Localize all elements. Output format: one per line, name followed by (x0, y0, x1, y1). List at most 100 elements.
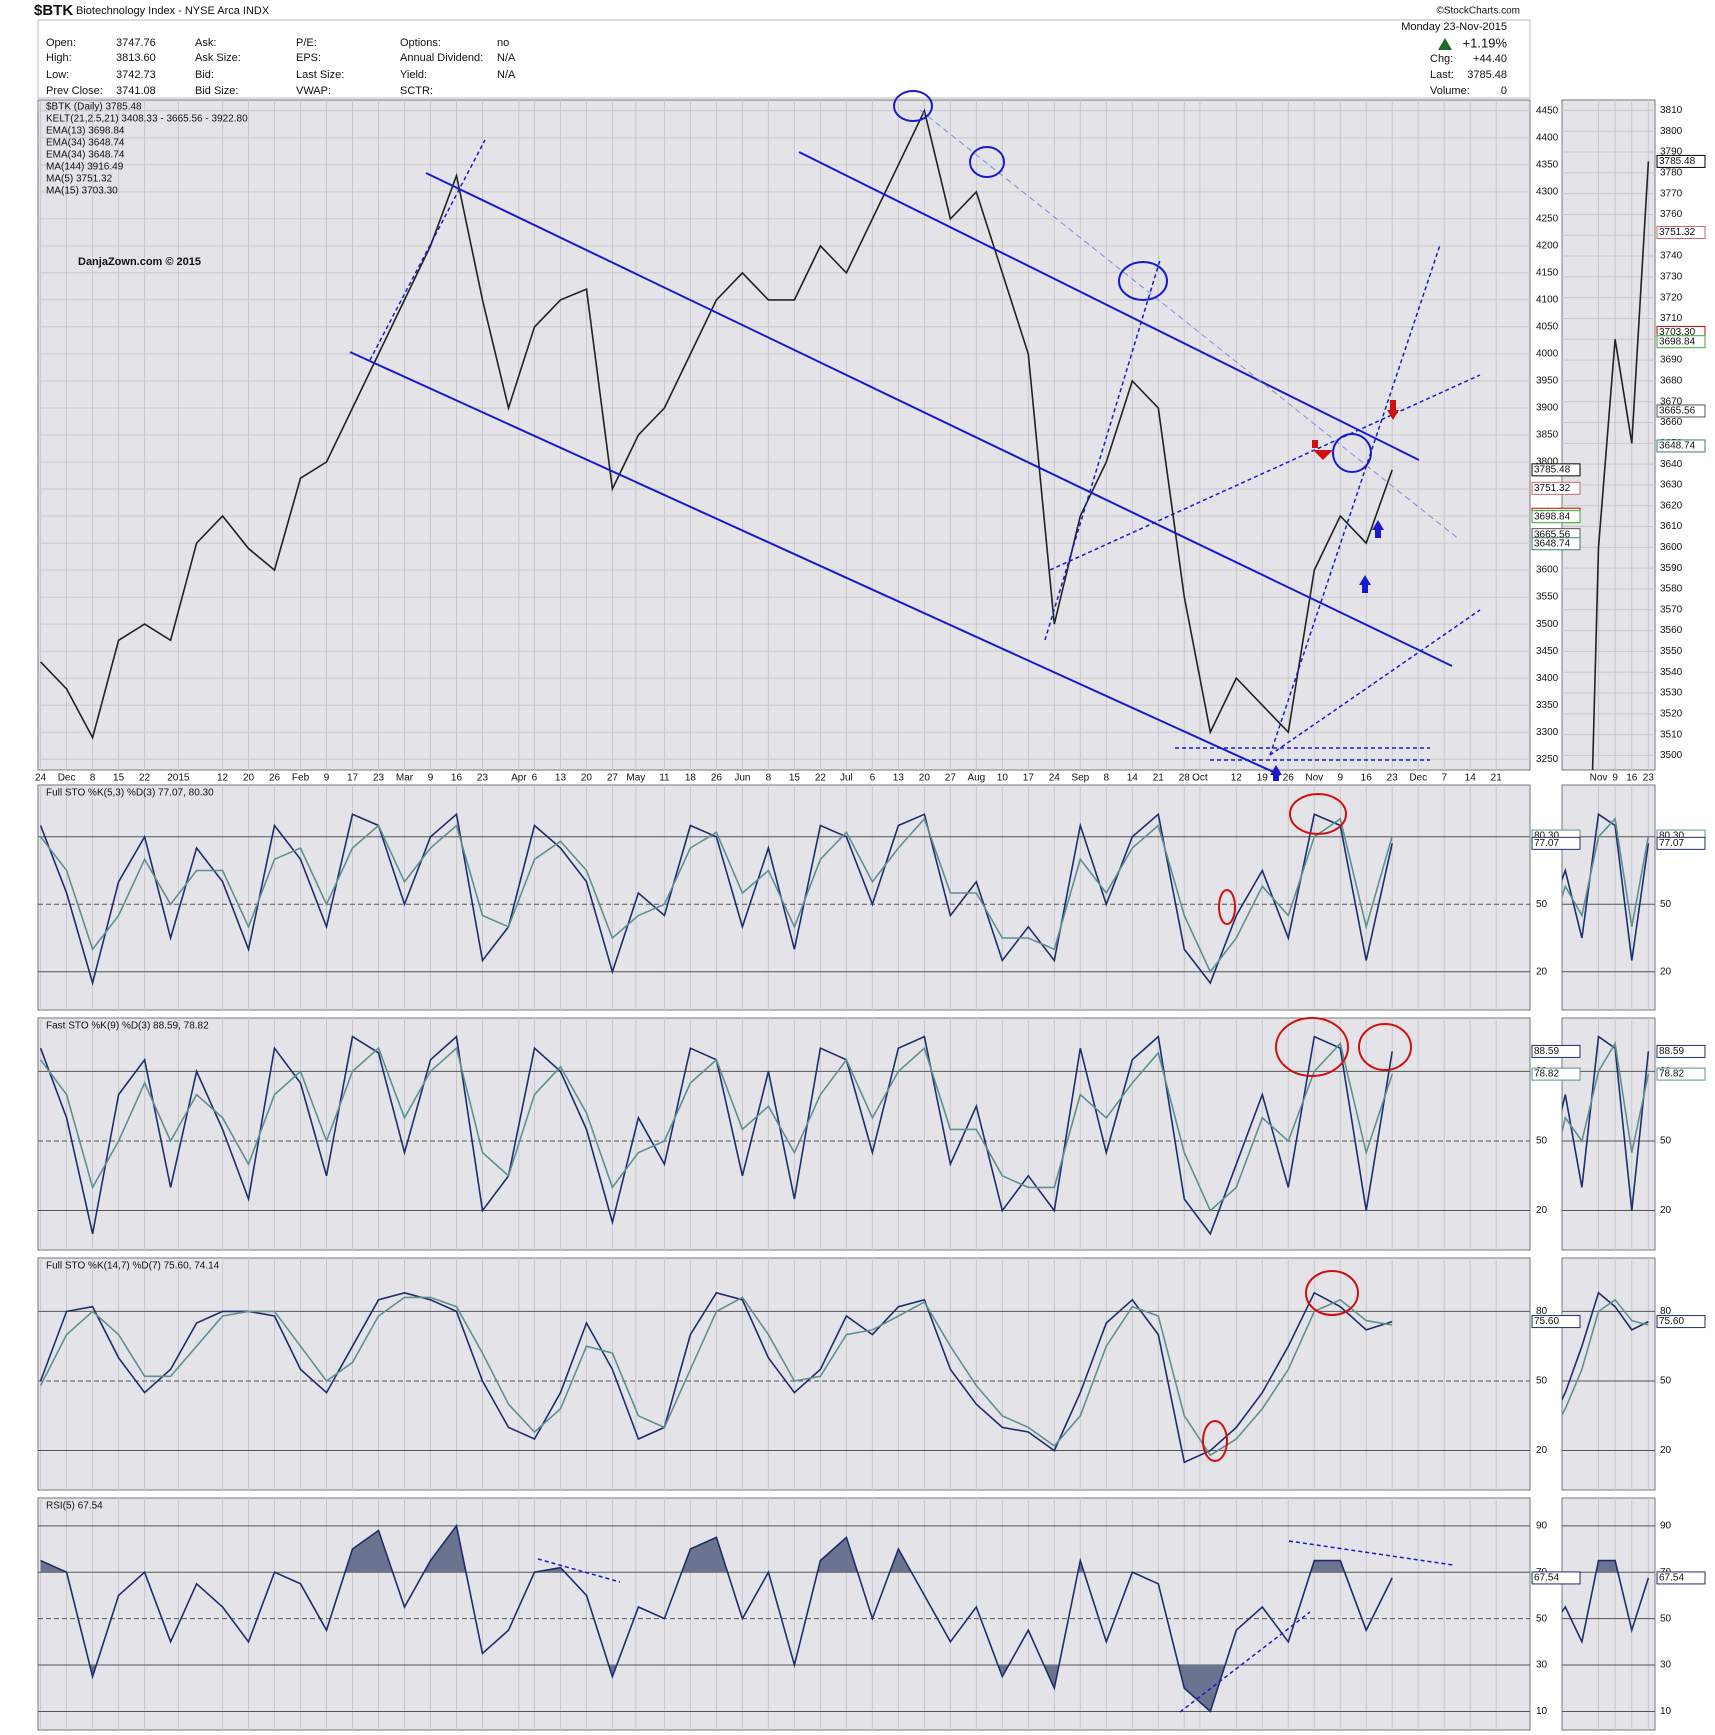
value-marker-label: 75.60 (1534, 1316, 1559, 1327)
value-marker-label: 78.82 (1534, 1069, 1559, 1080)
trend-line (349, 351, 1281, 776)
x-tick-label: 8 (766, 773, 772, 784)
rsi-shade (40, 1525, 1345, 1573)
highlight-circle (893, 90, 933, 122)
zoom-panel-background (1561, 784, 1656, 1011)
field-label: Ask: (195, 37, 216, 49)
signal-arrow (1270, 765, 1282, 781)
field-value: 3785.48 (1467, 69, 1507, 81)
trend-line (1044, 259, 1161, 641)
value-marker-box (1531, 1044, 1581, 1058)
x-tick-label: Nov (1590, 773, 1608, 784)
y-tick-label: 3760 (1660, 209, 1683, 220)
highlight-circle (1332, 433, 1372, 473)
y-tick-label: 3450 (1536, 646, 1559, 657)
field-value: 3747.76 (116, 37, 156, 49)
y-tick-label: 3350 (1536, 700, 1559, 711)
y-tick-label: 3400 (1536, 673, 1559, 684)
y-tick-label: 3680 (1660, 376, 1683, 387)
series-line (39, 812, 1393, 987)
y-tick-label: 3300 (1536, 727, 1559, 738)
value-marker-box (1656, 1067, 1706, 1081)
up-arrow (1438, 38, 1452, 50)
series-line (40, 108, 1393, 740)
value-marker-box (1656, 1315, 1706, 1329)
y-tick-label: 3740 (1660, 251, 1683, 262)
field-label: Ask Size: (195, 52, 241, 64)
zoom-panel-background (1561, 99, 1656, 771)
value-marker-label: 3665.56 (1659, 406, 1696, 417)
trend-line (1269, 244, 1441, 756)
x-tick-label: Mar (396, 773, 414, 784)
value-marker-box (1656, 226, 1706, 240)
field-value: no (497, 37, 509, 49)
x-tick-label: 15 (113, 773, 125, 784)
x-tick-label: 9 (1612, 773, 1618, 784)
quote-date: Monday 23-Nov-2015 (1401, 21, 1507, 33)
x-tick-label: 26 (711, 773, 723, 784)
change-percent: +1.19% (1463, 35, 1508, 50)
field-label: Options: (400, 37, 441, 49)
field-label: Annual Dividend: (400, 52, 483, 64)
value-marker-label: 3665.56 (1534, 529, 1571, 540)
y-tick-label: 3720 (1660, 292, 1683, 303)
value-marker-box (1656, 335, 1706, 349)
x-tick-label: 19 (1257, 773, 1269, 784)
x-tick-label: 20 (243, 773, 255, 784)
x-tick-label: Nov (1305, 773, 1323, 784)
x-tick-label: Dec (58, 773, 76, 784)
source: ©StockCharts.com (1436, 6, 1520, 17)
y-tick-label: 4300 (1536, 186, 1559, 197)
field-value: N/A (497, 52, 516, 64)
y-tick-label: 3600 (1536, 565, 1559, 576)
series-line (39, 1296, 1393, 1457)
x-tick-label: May (626, 773, 645, 784)
field-label: Low: (46, 69, 69, 81)
rsi-shade (1596, 1560, 1618, 1573)
value-marker-label: 88.59 (1659, 1046, 1684, 1057)
value-marker-label: 88.59 (1534, 1046, 1559, 1057)
x-tick-label: 27 (607, 773, 619, 784)
x-tick-label: Jun (734, 773, 750, 784)
highlight-circle (1218, 889, 1236, 925)
signal-arrow (1372, 520, 1384, 538)
symbol-name: Biotechnology Index - NYSE Arca INDX (76, 5, 270, 17)
x-tick-label: 26 (269, 773, 281, 784)
x-tick-label: 22 (139, 773, 151, 784)
y-tick-label: 3800 (1660, 126, 1683, 137)
value-marker-box (1531, 1315, 1581, 1329)
y-tick-label: 3530 (1660, 688, 1683, 699)
value-marker-label: 3698.84 (1659, 336, 1696, 347)
y-tick-label: 3800 (1536, 457, 1559, 468)
y-tick-label: 4400 (1536, 132, 1559, 143)
y-tick-label: 3730 (1660, 272, 1683, 283)
value-marker-box (1531, 1571, 1581, 1585)
trend-line (537, 1558, 621, 1583)
y-tick-label: 90 (1536, 1520, 1548, 1531)
field-label: Last: (1430, 69, 1454, 81)
y-tick-label: 3770 (1660, 188, 1683, 199)
value-marker-box (1656, 1044, 1706, 1058)
y-tick-label: 80 (1660, 1306, 1672, 1317)
y-tick-label: 90 (1660, 1520, 1672, 1531)
value-marker-box (1531, 481, 1581, 495)
y-tick-label: 3620 (1660, 500, 1683, 511)
signal-arrow (1308, 440, 1333, 460)
panel-background (37, 1497, 1531, 1731)
signal-arrow (1359, 575, 1371, 593)
y-tick-label: 30 (1660, 1660, 1672, 1671)
field-label: SCTR: (400, 85, 433, 97)
x-tick-label: 6 (870, 773, 876, 784)
y-tick-label: 3810 (1660, 105, 1683, 116)
panel-background (37, 784, 1531, 1011)
signal-arrow (1387, 400, 1399, 420)
field-label: Yield: (400, 69, 427, 81)
highlight-circle (1305, 1270, 1359, 1316)
value-marker-label: 67.54 (1659, 1573, 1684, 1584)
x-tick-label: 9 (1337, 773, 1343, 784)
y-tick-label: 20 (1660, 1205, 1672, 1216)
symbol: $BTK (34, 2, 73, 19)
field-label: Volume: (1430, 85, 1470, 97)
value-marker-box (1656, 836, 1706, 850)
